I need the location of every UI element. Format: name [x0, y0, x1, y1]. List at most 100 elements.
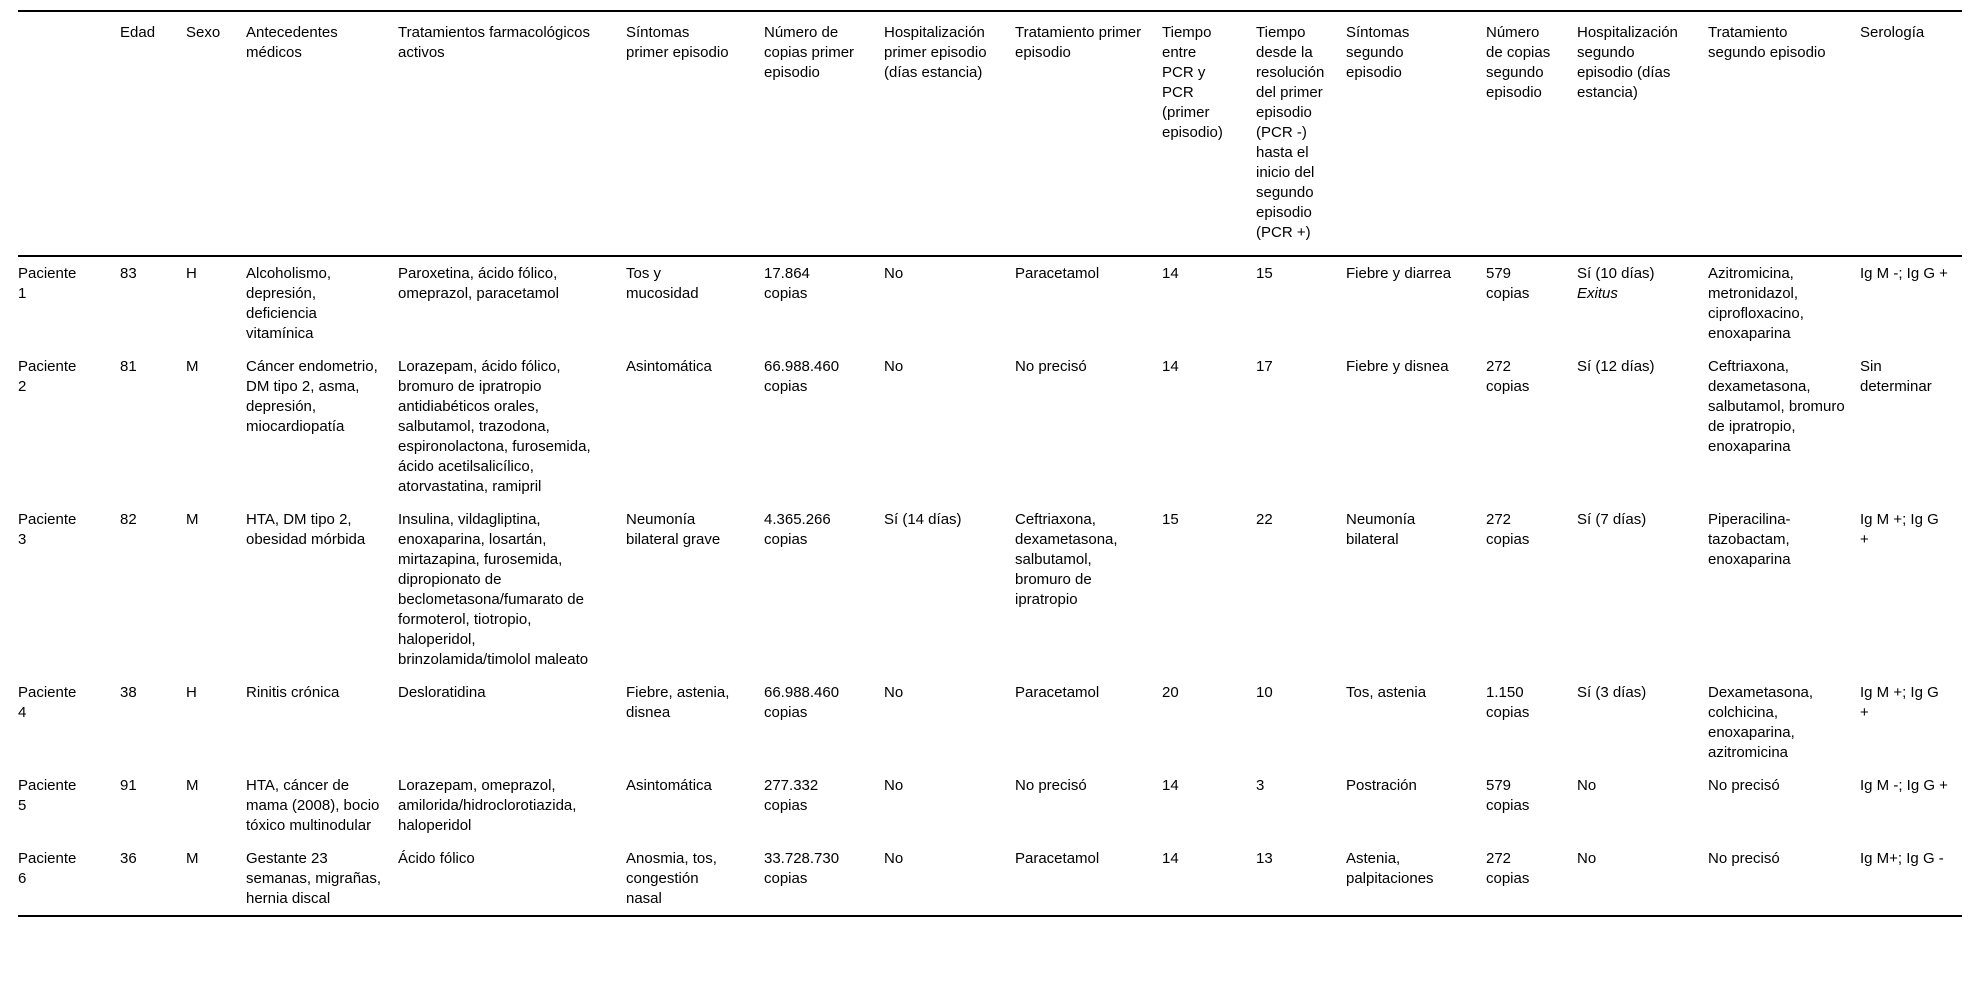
cell: 14 — [1162, 777, 1179, 794]
cell: Gestante 23 semanas, migrañas, hernia di… — [246, 850, 382, 907]
cell: Sí (14 días) — [884, 511, 962, 528]
cell: 38 — [120, 684, 137, 701]
table-header: Edad Sexo Antecedentes médicos Tratamientos… — [18, 11, 1962, 257]
cell: Astenia, palpitaciones — [1346, 850, 1434, 887]
cell: 14 — [1162, 358, 1179, 375]
cell: Ácido fólico — [398, 850, 475, 867]
cell: Sí (12 días) — [1577, 358, 1655, 375]
row-label: Paciente 2 — [18, 358, 77, 395]
cell: Neumonía bilateral grave — [626, 511, 721, 548]
column-header: Hospitalización primer episodio (días es… — [884, 11, 1015, 257]
cell: Postración — [1346, 777, 1417, 794]
cell: No — [884, 684, 904, 701]
cell: 579 copias — [1486, 777, 1530, 814]
cell: Anosmia, tos, congestión nasal — [626, 850, 717, 907]
cell: No — [1577, 850, 1597, 867]
column-header-empty — [18, 11, 120, 257]
cell: No precisó — [1015, 358, 1087, 375]
cell-text: Sí (10 días) — [1577, 265, 1655, 282]
column-header: Serología — [1860, 11, 1962, 257]
cell: 14 — [1162, 850, 1179, 867]
column-header: Hospitalización segundo episodio (días e… — [1577, 11, 1708, 257]
table-row: Paciente 5 91 M HTA, cáncer de mama (2008),… — [18, 769, 1962, 842]
cell: 15 — [1162, 511, 1179, 528]
cell: Paracetamol — [1015, 684, 1100, 701]
cell: Sí (3 días) — [1577, 684, 1647, 701]
row-label: Paciente 5 — [18, 777, 77, 814]
table-row: Paciente 4 38 H Rinitis crónica Desloratidin… — [18, 676, 1962, 769]
cell: 33.728.730 copias — [764, 850, 840, 887]
cell: Asintomática — [626, 358, 712, 375]
patients-table: Edad Sexo Antecedentes médicos Tratamientos… — [18, 10, 1962, 917]
cell: 83 — [120, 265, 137, 282]
cell: HTA, cáncer de mama (2008), bocio tóxico… — [246, 777, 380, 834]
cell: Paroxetina, ácido fólico, omeprazol, par… — [398, 265, 559, 302]
cell: Paracetamol — [1015, 850, 1100, 867]
cell: M — [186, 358, 199, 375]
cell: Paracetamol — [1015, 265, 1100, 282]
cell: Sí (7 días) — [1577, 511, 1647, 528]
cell: No precisó — [1015, 777, 1087, 794]
column-header: Sexo — [186, 11, 246, 257]
cell: Neumonía bilateral — [1346, 511, 1416, 548]
cell: Ig M+; Ig G - — [1860, 850, 1944, 867]
cell: Piperacilina-tazobactam, enoxaparina — [1708, 511, 1791, 568]
cell: 10 — [1256, 684, 1273, 701]
cell: Dexametasona, colchicina, enoxaparina, a… — [1708, 684, 1814, 761]
cell: No — [884, 777, 904, 794]
cell: 272 copias — [1486, 511, 1530, 548]
cell: M — [186, 777, 199, 794]
cell: No — [884, 850, 904, 867]
row-label: Paciente 6 — [18, 850, 77, 887]
exitus-note: Exitus — [1577, 285, 1618, 302]
cell: Ig M -; Ig G + — [1860, 265, 1948, 282]
table-row: Paciente 2 81 M Cáncer endometrio, DM tipo … — [18, 350, 1962, 503]
cell: Ig M +; Ig G + — [1860, 511, 1939, 548]
cell: Sin determinar — [1860, 358, 1932, 395]
cell: 17 — [1256, 358, 1273, 375]
column-header: Número de copias primer episodio — [764, 11, 884, 257]
cell: 91 — [120, 777, 137, 794]
cell: 272 copias — [1486, 850, 1530, 887]
cell: Fiebre y disnea — [1346, 358, 1449, 375]
cell: 579 copias — [1486, 265, 1530, 302]
cell: Asintomática — [626, 777, 712, 794]
header-row: Edad Sexo Antecedentes médicos Tratamientos… — [18, 11, 1962, 257]
column-header: Síntomas primer episodio — [626, 11, 764, 257]
column-header: Número de copias segundo episodio — [1486, 11, 1577, 257]
cell: 3 — [1256, 777, 1265, 794]
column-header: Tiempo desde la resolución del primer ep… — [1256, 11, 1346, 257]
document-page: Edad Sexo Antecedentes médicos Tratamientos… — [18, 10, 1962, 917]
row-label: Paciente 4 — [18, 684, 77, 721]
cell: No precisó — [1708, 777, 1780, 794]
cell: M — [186, 511, 199, 528]
column-header: Antecedentes médicos — [246, 11, 398, 257]
cell: 17.864 copias — [764, 265, 810, 302]
cell: Fiebre y diarrea — [1346, 265, 1452, 282]
cell: Alcoholismo, depresión, deficiencia vita… — [246, 265, 332, 342]
cell: Insulina, vildagliptina, enoxaparina, lo… — [398, 511, 589, 668]
cell: Fiebre, astenia, disnea — [626, 684, 730, 721]
cell: 272 copias — [1486, 358, 1530, 395]
cell: H — [186, 684, 197, 701]
cell: Desloratidina — [398, 684, 486, 701]
table-body: Paciente 1 83 H Alcoholismo, depresión, def… — [18, 256, 1962, 916]
cell: Rinitis crónica — [246, 684, 340, 701]
cell: H — [186, 265, 197, 282]
cell: Azitromicina, metronidazol, ciprofloxaci… — [1708, 265, 1804, 342]
column-header: Edad — [120, 11, 186, 257]
cell: Lorazepam, ácido fólico, bromuro de ipra… — [398, 358, 591, 495]
cell: 82 — [120, 511, 137, 528]
cell: Ig M +; Ig G + — [1860, 684, 1939, 721]
cell: HTA, DM tipo 2, obesidad mórbida — [246, 511, 366, 548]
cell: 4.365.266 copias — [764, 511, 831, 548]
table-row: Paciente 3 82 M HTA, DM tipo 2, obesidad mó… — [18, 503, 1962, 676]
cell: 66.988.460 copias — [764, 684, 840, 721]
cell: 36 — [120, 850, 137, 867]
column-header: Tratamiento segundo episodio — [1708, 11, 1860, 257]
cell: Ceftriaxona, dexametasona, salbutamol, b… — [1708, 358, 1845, 455]
column-header: Tiempo entre PCR y PCR (primer episodio) — [1162, 11, 1256, 257]
cell: Lorazepam, omeprazol, amilorida/hidroclo… — [398, 777, 577, 834]
cell: No — [884, 358, 904, 375]
cell: No precisó — [1708, 850, 1780, 867]
